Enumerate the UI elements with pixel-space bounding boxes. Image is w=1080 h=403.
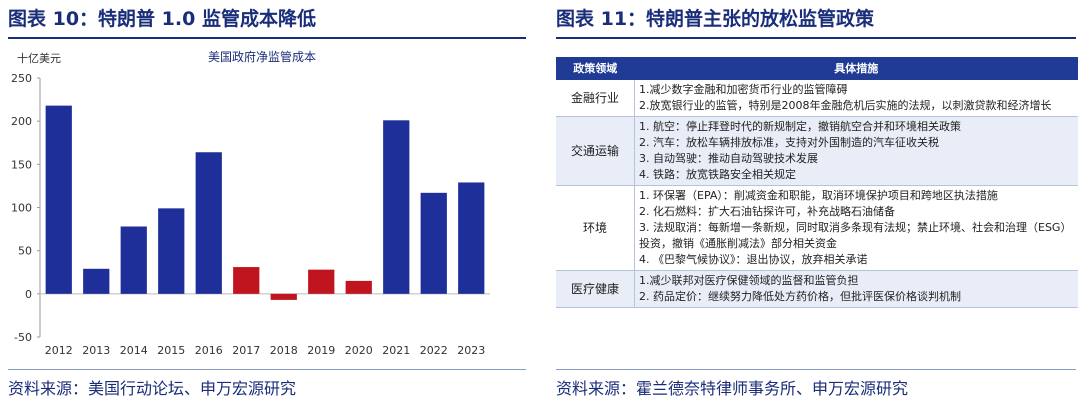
policy-area: 交通运输 <box>556 116 635 186</box>
y-tick-label: 50 <box>18 245 32 258</box>
table-row: 金融行业 1.减少数字金融和加密货币行业的监管障碍 2.放宽银行业的监管，特别是20… <box>556 80 1078 117</box>
y-axis: -50 0 50 100 150 200 250 <box>11 72 41 344</box>
policy-area: 金融行业 <box>556 80 635 117</box>
right-panel: 图表 11：特朗普主张的放松监管政策 政策领域 具体措施 金融行业 1.减少数字金… <box>548 0 1080 403</box>
bar-2020 <box>345 280 372 294</box>
measure-item: 1.减少数字金融和加密货币行业的监管障碍 <box>639 83 848 96</box>
left-panel: 图表 10：特朗普 1.0 监管成本降低 美国政府净监管成本 十亿美元 -50 0… <box>0 0 530 403</box>
title-rule <box>556 37 1076 39</box>
measure-item: 2. 药品定价：继续努力降低处方药价格，但批评医保价格谈判机制 <box>639 290 961 303</box>
y-tick-label: 250 <box>11 72 32 85</box>
x-tick-label: 2016 <box>195 344 223 357</box>
measure-item: 1. 航空：停止拜登时代的新规制定，撤销航空合并和环境相关政策 <box>639 120 961 133</box>
bar-2022 <box>420 192 447 294</box>
source-rule <box>556 369 1076 370</box>
policy-area: 医疗健康 <box>556 270 635 308</box>
x-tick-label: 2014 <box>120 344 148 357</box>
bar-2017 <box>233 267 260 294</box>
figure-title-right: 图表 11：特朗普主张的放松监管政策 <box>556 8 875 30</box>
table-row: 医疗健康 1.减少联邦对医疗保健领域的监督和监管负担 2. 药品定价：继续努力降低处… <box>556 270 1078 308</box>
y-tick-label: 150 <box>11 158 32 171</box>
measure-item: 3. 法规取消：每新增一条新规，同时取消多条现有法规；禁止环境、社会和治理（ES… <box>639 221 1072 250</box>
x-tick-label: 2012 <box>45 344 73 357</box>
y-axis-label: 十亿美元 <box>17 51 61 65</box>
x-tick-label: 2017 <box>232 344 260 357</box>
bar-2015 <box>158 208 185 294</box>
bar-2012 <box>45 105 72 294</box>
policy-measures: 1. 航空：停止拜登时代的新规制定，撤销航空合并和环境相关政策 2. 汽车：放松车… <box>634 116 1078 186</box>
source-note-left: 资料来源：美国行动论坛、申万宏源研究 <box>8 379 297 398</box>
bar-2023 <box>458 182 485 294</box>
y-tick-label: -50 <box>14 331 32 344</box>
x-tick-label: 2023 <box>457 344 485 357</box>
x-tick-label: 2021 <box>382 344 410 357</box>
x-tick-label: 2020 <box>345 344 373 357</box>
bar-2019 <box>308 269 335 294</box>
measure-item: 2. 汽车：放松车辆排放标准，支持对外国制造的汽车征收关税 <box>639 136 939 149</box>
measure-item: 2. 化石燃料：扩大石油钻探许可，补充战略石油储备 <box>639 205 895 218</box>
y-tick-label: 0 <box>25 288 32 301</box>
source-rule <box>8 369 526 370</box>
table-header-measures: 具体措施 <box>634 57 1078 80</box>
measure-item: 3. 自动驾驶：推动自动驾驶技术发展 <box>639 152 818 165</box>
x-tick-label: 2013 <box>82 344 110 357</box>
figure-title-left: 图表 10：特朗普 1.0 监管成本降低 <box>8 8 316 30</box>
measure-item: 4. 铁路：放宽铁路安全相关规定 <box>639 168 796 181</box>
x-tick-label: 2022 <box>420 344 448 357</box>
x-tick-label: 2019 <box>307 344 335 357</box>
policy-measures: 1.减少数字金融和加密货币行业的监管障碍 2.放宽银行业的监管，特别是2008年金… <box>634 80 1078 117</box>
measure-item: 1. 环保署（EPA）：削减资金和职能，取消环境保护项目和跨地区执法措施 <box>639 189 998 202</box>
source-note-right: 资料来源：霍兰德奈特律师事务所、申万宏源研究 <box>556 379 909 398</box>
title-rule <box>8 37 526 39</box>
x-tick-label: 2018 <box>270 344 298 357</box>
bar-2013 <box>83 268 110 294</box>
policy-area: 环境 <box>556 185 635 271</box>
table-header-area: 政策领域 <box>556 57 635 80</box>
policy-measures: 1. 环保署（EPA）：削减资金和职能，取消环境保护项目和跨地区执法措施 2. 化… <box>634 185 1078 271</box>
y-tick-label: 100 <box>11 202 32 215</box>
policy-measures: 1.减少联邦对医疗保健领域的监督和监管负担 2. 药品定价：继续努力降低处方药价格… <box>634 270 1078 308</box>
bar-2021 <box>383 120 410 294</box>
measure-item: 1.减少联邦对医疗保健领域的监督和监管负担 <box>639 274 859 287</box>
chart-title: 美国政府净监管成本 <box>208 49 316 64</box>
table-row: 交通运输 1. 航空：停止拜登时代的新规制定，撤销航空合并和环境相关政策 2. 汽车… <box>556 116 1078 186</box>
bar-2014 <box>120 226 147 294</box>
x-tick-label: 2015 <box>157 344 185 357</box>
y-tick-label: 200 <box>11 115 32 128</box>
policy-table: 政策领域 具体措施 金融行业 1.减少数字金融和加密货币行业的监管障碍 2.放宽银行… <box>556 57 1078 308</box>
bars <box>45 105 485 300</box>
table-row: 环境 1. 环保署（EPA）：削减资金和职能，取消环境保护项目和跨地区执法措施 2.… <box>556 185 1078 271</box>
x-axis: 2012 2013 2014 2015 2016 2017 2018 2019 2020 2021… <box>45 344 486 357</box>
bar-2016 <box>195 152 222 294</box>
measure-item: 4. 《巴黎气候协议》：退出协议，放弃相关承诺 <box>639 253 868 266</box>
measure-item: 2.放宽银行业的监管，特别是2008年金融危机后实施的法规，以刺激贷款和经济增长 <box>639 99 1052 112</box>
bar-2018 <box>270 293 297 300</box>
